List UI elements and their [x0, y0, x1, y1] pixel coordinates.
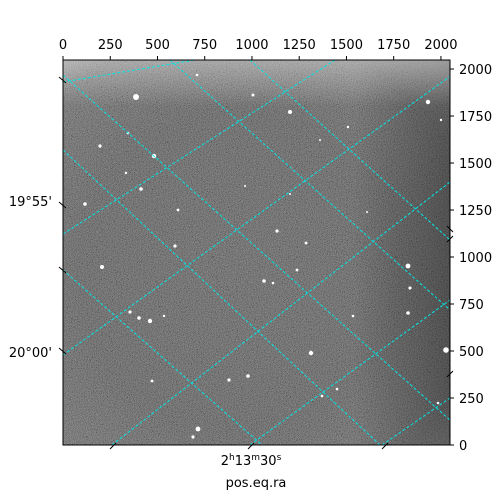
star — [405, 263, 411, 269]
top-tick-label: 500 — [145, 38, 170, 53]
right-tick-label: 1000 — [459, 251, 492, 266]
bottom-axis-title: pos.eq.ra — [226, 476, 287, 491]
top-tick-label: 1750 — [377, 38, 410, 53]
ra-minutes-unit: m — [251, 453, 260, 463]
star — [406, 311, 410, 315]
right-tick-label: 1500 — [459, 157, 492, 172]
star — [139, 187, 143, 191]
ra-minutes: 13 — [235, 454, 252, 469]
bottom-tick — [381, 442, 389, 450]
grid-line — [169, 60, 450, 311]
star — [244, 185, 246, 187]
grid-line — [63, 60, 196, 83]
star — [320, 394, 324, 398]
top-tick-label: 1250 — [283, 38, 316, 53]
star — [246, 374, 250, 378]
bottom-tick — [109, 442, 117, 450]
star — [251, 93, 255, 97]
top-tick-label: 750 — [192, 38, 217, 53]
star — [271, 281, 275, 285]
ra-hours: 2 — [221, 454, 229, 469]
grid-line — [381, 397, 450, 445]
star — [295, 268, 299, 272]
star — [319, 139, 321, 141]
star — [351, 314, 355, 318]
star — [195, 73, 199, 77]
left-tick — [58, 347, 67, 355]
left-tick — [58, 76, 67, 84]
star — [124, 171, 128, 175]
star — [137, 316, 141, 320]
star — [162, 314, 166, 318]
right-tick-label: 2000 — [459, 63, 492, 78]
star — [346, 125, 350, 129]
bottom-tick — [247, 442, 255, 450]
top-tick-label: 1500 — [330, 38, 363, 53]
right-tick-label: 1750 — [459, 110, 492, 125]
ra-seconds-unit: s — [277, 453, 282, 463]
star — [289, 193, 291, 195]
ra-hours-unit: h — [229, 453, 235, 463]
grid-line — [111, 181, 450, 445]
star — [100, 265, 104, 269]
left-tick — [58, 266, 67, 274]
left-tick-label-dec-1: 19°55' — [9, 195, 52, 210]
right-tick-label: 750 — [459, 298, 484, 313]
star — [436, 401, 440, 405]
grid-line — [63, 269, 263, 445]
plot-frame — [62, 59, 451, 446]
grid-line — [249, 299, 450, 445]
star — [227, 378, 231, 382]
star — [304, 241, 308, 245]
bottom-axis: 2h13m30s pos.eq.ra — [109, 225, 454, 491]
star — [439, 118, 443, 122]
image-top-glow — [63, 60, 450, 445]
grid-line — [63, 74, 450, 421]
star — [150, 379, 154, 383]
bottom-tick-label-ra: 2h13m30s — [221, 453, 282, 469]
star — [308, 350, 314, 356]
star — [425, 99, 431, 105]
right-tick-label: 0 — [459, 439, 467, 454]
star — [366, 211, 368, 213]
star — [191, 435, 195, 439]
star — [408, 286, 412, 290]
star — [83, 202, 87, 206]
left-axis: 19°55' 20°00' — [9, 76, 67, 361]
top-tick-label: 250 — [98, 38, 123, 53]
star — [98, 144, 102, 148]
right-tick-label: 250 — [459, 392, 484, 407]
right-edge-tick — [446, 370, 454, 378]
star — [176, 208, 180, 212]
top-tick-label: 0 — [59, 38, 67, 53]
right-edge-tick — [446, 235, 454, 243]
top-tick-label: 2000 — [424, 38, 457, 53]
star — [173, 244, 177, 248]
left-tick-label-dec-2: 20°00' — [9, 346, 52, 361]
right-tick-label: 1250 — [459, 204, 492, 219]
star — [128, 310, 132, 314]
top-tick-label: 1000 — [235, 38, 268, 53]
star — [288, 110, 292, 114]
sky-image — [63, 60, 450, 445]
right-tick-label: 500 — [459, 345, 484, 360]
ra-seconds: 30 — [260, 454, 277, 469]
star — [133, 94, 139, 100]
coordinate-grid — [63, 60, 450, 445]
star — [335, 387, 339, 391]
grid-line — [63, 149, 381, 445]
star — [147, 318, 153, 324]
star — [275, 229, 279, 233]
star — [195, 426, 201, 432]
right-edge-tick — [446, 225, 454, 233]
star — [443, 347, 449, 353]
top-axis: 0 250 500 750 1000 1250 1500 1750 2000 — [59, 38, 457, 60]
grid-line — [63, 60, 336, 235]
right-axis: 0 250 500 750 1000 1250 1500 1750 2000 — [450, 63, 492, 454]
left-tick — [58, 201, 67, 209]
star — [262, 279, 266, 283]
